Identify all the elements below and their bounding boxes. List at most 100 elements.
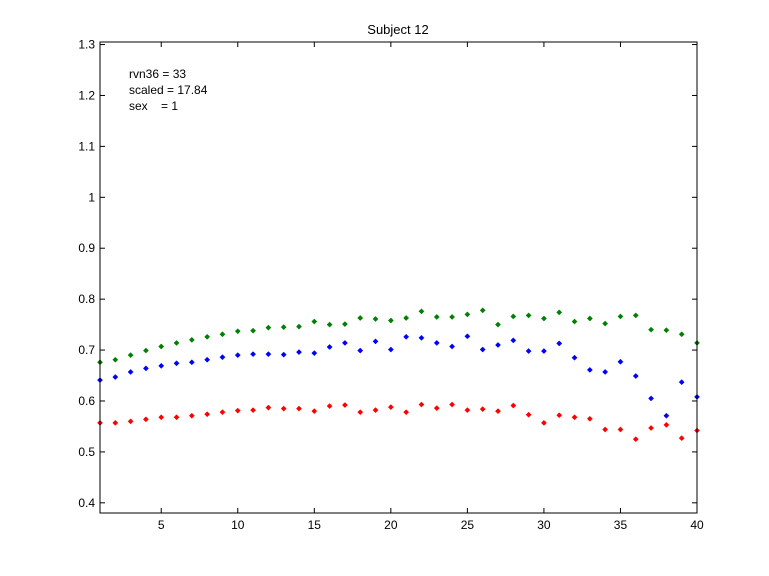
data-point [648, 395, 655, 402]
data-point [418, 401, 425, 408]
y-tick-label: 0.4 [78, 496, 95, 510]
data-point [234, 407, 241, 414]
data-point [357, 347, 364, 354]
data-point [495, 408, 501, 415]
data-point [188, 412, 195, 419]
x-tick-label: 40 [690, 518, 704, 532]
data-point [250, 327, 257, 334]
data-points [97, 307, 700, 443]
data-point [204, 333, 211, 340]
data-point [219, 331, 226, 338]
data-point [510, 402, 517, 409]
x-tick-label: 10 [231, 518, 245, 532]
data-point [219, 409, 226, 416]
data-point [449, 343, 456, 350]
data-point [540, 315, 547, 322]
data-point [540, 348, 547, 355]
data-point [449, 314, 456, 320]
data-point [296, 349, 302, 356]
data-point [326, 403, 333, 410]
data-point [464, 407, 471, 414]
data-point [433, 339, 440, 346]
y-tick-label: 1.3 [78, 38, 95, 52]
data-point [403, 409, 410, 416]
data-point [326, 344, 333, 350]
data-point [510, 337, 517, 344]
x-axis: 5 10 15 20 25 30 35 40 [158, 42, 704, 532]
data-point [479, 307, 486, 314]
data-point [357, 409, 364, 416]
x-tick-label: 15 [308, 518, 322, 532]
data-point [495, 321, 501, 328]
data-point [173, 414, 180, 421]
chart-title: Subject 12 [367, 22, 428, 37]
data-point [540, 419, 547, 426]
data-point [571, 354, 578, 361]
data-point [678, 435, 685, 442]
annotation-line: rvn36 = 33 [129, 67, 186, 81]
data-point [372, 338, 379, 345]
data-point [280, 405, 287, 412]
data-point [433, 314, 440, 320]
data-point [617, 313, 624, 320]
data-point [510, 313, 517, 320]
x-tick-label: 20 [384, 518, 398, 532]
data-point [525, 348, 532, 355]
x-tick-label: 30 [537, 518, 551, 532]
data-point [372, 316, 379, 322]
data-point [234, 352, 241, 359]
data-point [602, 369, 609, 375]
data-point [296, 323, 302, 330]
data-point [250, 351, 257, 358]
y-tick-label: 1.1 [78, 139, 95, 153]
data-point [663, 412, 670, 419]
y-axis: 0.4 0.5 0.6 0.7 0.8 0.9 1 1.1 1.2 1.3 [78, 38, 697, 510]
data-point [341, 339, 348, 346]
data-point [602, 320, 609, 327]
data-point [341, 402, 348, 409]
data-point [341, 321, 348, 328]
data-point [556, 309, 563, 316]
series-0 [97, 307, 700, 366]
data-point [571, 414, 578, 421]
data-point [127, 418, 134, 425]
y-tick-label: 1 [88, 190, 95, 204]
data-point [632, 436, 639, 443]
data-point [678, 379, 685, 386]
data-point [663, 421, 670, 428]
data-point [311, 350, 318, 357]
data-point [265, 404, 272, 411]
data-point [525, 411, 532, 418]
data-point [586, 415, 593, 422]
data-point [326, 321, 333, 328]
data-point [433, 405, 440, 412]
data-point [112, 374, 119, 381]
data-point [678, 331, 685, 338]
data-point [602, 426, 609, 433]
data-point [387, 404, 394, 411]
y-tick-label: 0.8 [78, 292, 95, 306]
data-point [142, 347, 149, 354]
annotation-block: rvn36 = 33 scaled = 17.84 sex = 1 [129, 67, 208, 113]
y-tick-label: 0.6 [78, 394, 95, 408]
data-point [403, 315, 410, 321]
x-tick-label: 25 [461, 518, 475, 532]
annotation-line: scaled = 17.84 [129, 83, 208, 97]
data-point [250, 407, 257, 414]
data-point [617, 358, 624, 365]
data-point [173, 360, 180, 367]
axes-frame [99, 41, 698, 514]
data-point [158, 362, 165, 369]
data-point [112, 356, 119, 363]
data-point [418, 308, 425, 315]
data-point [296, 405, 302, 412]
data-point [418, 334, 425, 341]
data-point [234, 328, 241, 335]
data-point [158, 343, 165, 350]
data-point [648, 326, 655, 333]
x-tick-label: 35 [614, 518, 628, 532]
data-point [387, 346, 394, 353]
data-point [265, 324, 272, 331]
data-point [387, 317, 394, 324]
data-point [663, 327, 670, 334]
